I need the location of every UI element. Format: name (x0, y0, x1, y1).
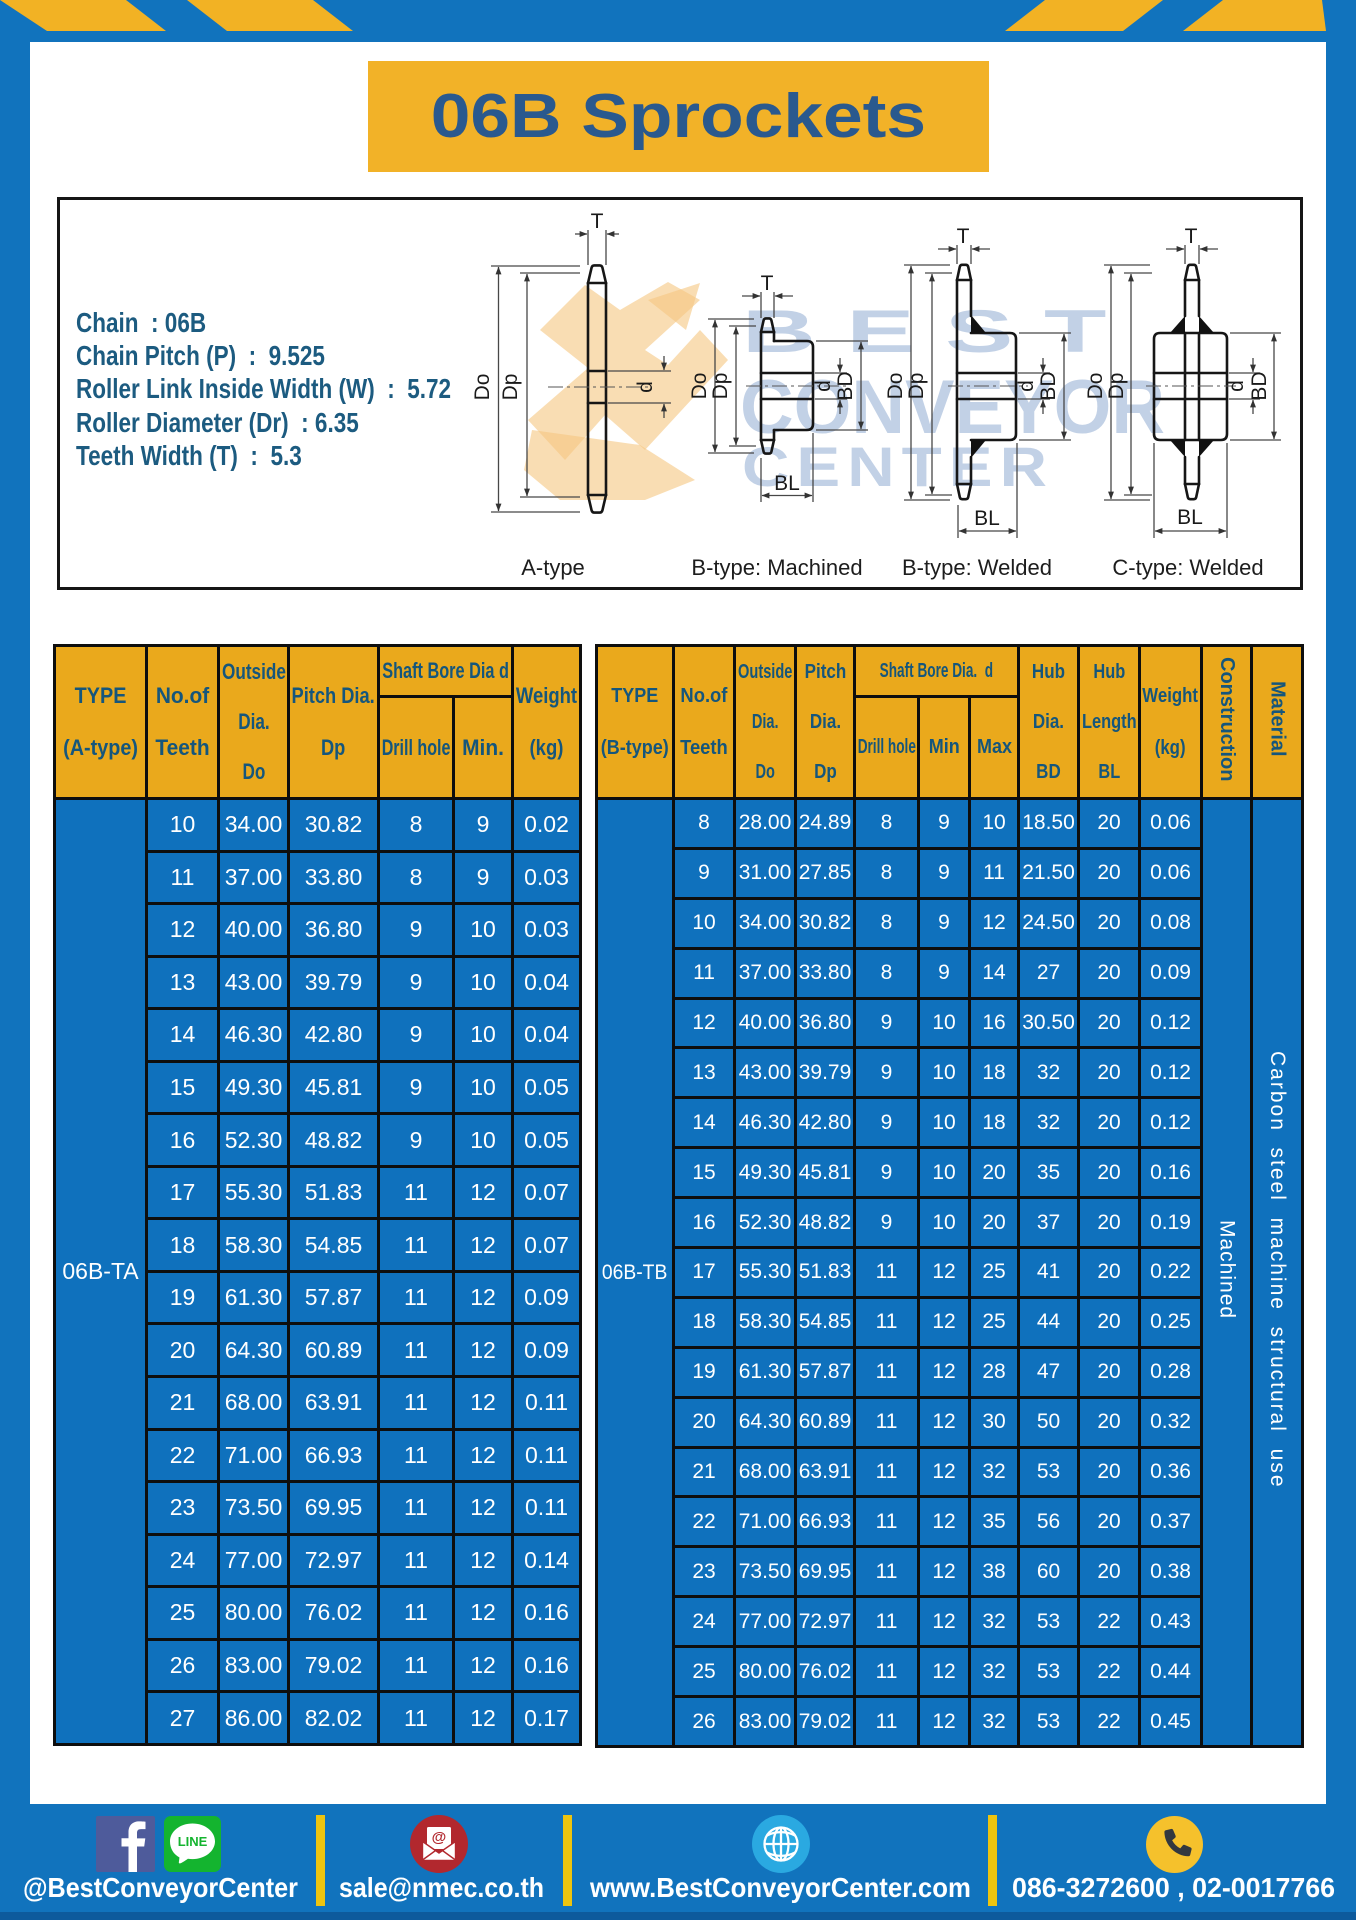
svg-text:T: T (761, 272, 774, 295)
svg-text:@: @ (432, 1829, 447, 1846)
svg-text:BD: BD (834, 371, 857, 400)
svg-text:BD: BD (1037, 371, 1060, 400)
svg-text:B-type: Machined: B-type: Machined (691, 555, 862, 580)
svg-text:Dp: Dp (905, 373, 928, 400)
svg-text:T: T (591, 210, 604, 233)
svg-text:Dp: Dp (499, 374, 522, 401)
svg-text:LINE: LINE (178, 1834, 208, 1849)
svg-text:Do: Do (884, 373, 907, 400)
svg-text:Dp: Dp (1105, 373, 1128, 400)
svg-text:Do: Do (1084, 373, 1107, 400)
svg-text:d: d (1015, 380, 1038, 392)
svg-text:d: d (634, 381, 657, 393)
svg-text:d: d (1225, 380, 1248, 392)
svg-text:BL: BL (774, 472, 800, 495)
svg-text:A-type: A-type (521, 555, 585, 580)
svg-text:T: T (957, 225, 970, 248)
svg-text:d: d (812, 380, 835, 392)
svg-text:Dp: Dp (709, 373, 732, 400)
svg-text:BL: BL (1177, 506, 1203, 529)
svg-text:T: T (1185, 225, 1198, 248)
svg-text:BL: BL (974, 507, 1000, 530)
svg-text:Do: Do (471, 374, 494, 401)
svg-text:BD: BD (1248, 371, 1271, 400)
svg-text:BEST: BEST (742, 298, 1137, 365)
svg-text:CENTER: CENTER (742, 435, 1054, 498)
svg-text:C-type: Welded: C-type: Welded (1112, 555, 1263, 580)
svg-text:B-type: Welded: B-type: Welded (902, 555, 1052, 580)
svg-text:CONVEYOR: CONVEYOR (740, 365, 1165, 450)
svg-text:Do: Do (688, 373, 711, 400)
